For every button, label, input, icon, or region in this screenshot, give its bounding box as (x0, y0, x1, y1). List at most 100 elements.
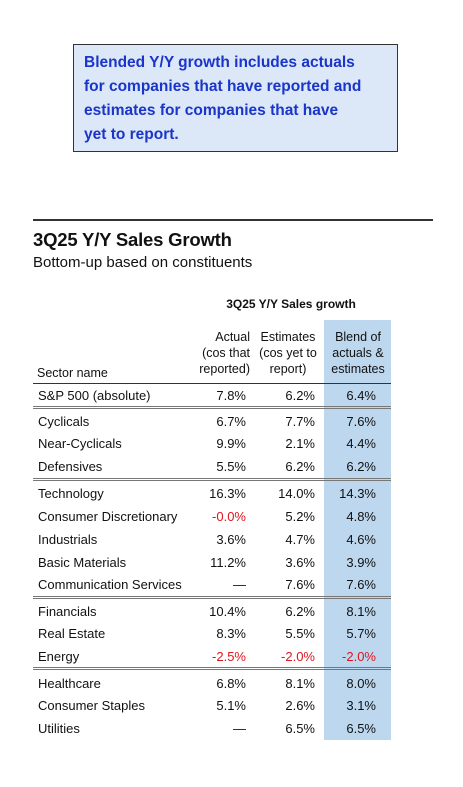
callout-line: Blended Y/Y growth includes actuals (84, 54, 355, 71)
table-row: Basic Materials 11.2% 3.6% 3.9% (0, 551, 463, 573)
blend-value-cell: 6.4% (346, 388, 376, 403)
actual-value-cell: 9.9% (216, 436, 246, 451)
actual-column-header: Actual (cos that reported) (186, 329, 250, 377)
blend-value-cell: 7.6% (346, 414, 376, 429)
estimates-value-cell: 8.1% (285, 676, 315, 691)
table-row: Industrials 3.6% 4.7% 4.6% (0, 528, 463, 550)
estimates-value-cell: 6.2% (285, 459, 315, 474)
actual-value-cell: 16.3% (209, 486, 246, 501)
header-line: estimates (331, 362, 385, 376)
header-line: actuals & (332, 346, 384, 360)
estimates-value-cell: 7.6% (285, 577, 315, 592)
actual-value-cell: 5.5% (216, 459, 246, 474)
table-row: Consumer Staples 5.1% 2.6% 3.1% (0, 694, 463, 716)
actual-value-cell: 3.6% (216, 532, 246, 547)
actual-value-cell: 6.8% (216, 676, 246, 691)
estimates-value-cell: 6.2% (285, 388, 315, 403)
table-row: Energy -2.5% -2.0% -2.0% (0, 645, 463, 667)
sector-name-cell: Near-Cyclicals (38, 436, 122, 451)
sector-name-cell: Industrials (38, 532, 98, 547)
chart-subtitle: Bottom-up based on constituents (33, 254, 253, 271)
group-separator (33, 596, 391, 599)
actual-value-cell: 5.1% (216, 698, 246, 713)
blend-value-cell: 4.8% (346, 509, 376, 524)
blend-value-cell: 4.4% (346, 436, 376, 451)
estimates-value-cell: 2.1% (285, 436, 315, 451)
header-line: (cos yet to (259, 346, 317, 360)
header-line: (cos that (202, 346, 250, 360)
callout-line: for companies that have reported and (84, 78, 362, 95)
blend-column-highlight (324, 320, 391, 740)
header-line: Estimates (260, 330, 316, 344)
estimates-value-cell: 5.5% (285, 626, 315, 641)
blend-value-cell: 4.6% (346, 532, 376, 547)
blend-column-header: Blend of actuals & estimates (326, 329, 390, 377)
actual-value-cell: — (233, 721, 246, 736)
blend-value-cell: 3.9% (346, 555, 376, 570)
table-row: Consumer Discretionary -0.0% 5.2% 4.8% (0, 505, 463, 527)
actual-value-cell: 11.2% (210, 555, 246, 570)
actual-value-cell: 10.4% (209, 604, 246, 619)
group-separator (33, 406, 391, 409)
table-row: Technology 16.3% 14.0% 14.3% (0, 482, 463, 504)
blend-value-cell: 6.5% (346, 721, 376, 736)
table-row: Near-Cyclicals 9.9% 2.1% 4.4% (0, 432, 463, 454)
header-line: Blend of (335, 330, 381, 344)
sector-name-cell: Utilities (38, 721, 80, 736)
estimates-value-cell: 2.6% (285, 698, 315, 713)
sector-column-header: Sector name (37, 366, 108, 380)
header-line: report) (269, 362, 307, 376)
table-row: S&P 500 (absolute) 7.8% 6.2% 6.4% (0, 384, 463, 406)
callout-line: estimates for companies that have (84, 102, 339, 119)
blend-value-cell: 6.2% (346, 459, 376, 474)
header-line: reported) (199, 362, 250, 376)
blend-value-cell: 8.1% (346, 604, 376, 619)
table-row: Cyclicals 6.7% 7.7% 7.6% (0, 410, 463, 432)
sector-name-cell: Financials (38, 604, 97, 619)
sector-name-cell: Communication Services (38, 577, 182, 592)
blend-value-cell: 8.0% (346, 676, 376, 691)
sector-name-cell: Energy (38, 649, 80, 664)
estimates-value-cell: 6.5% (285, 721, 315, 736)
estimates-value-cell: 7.7% (285, 414, 315, 429)
table-row: Real Estate 8.3% 5.5% 5.7% (0, 622, 463, 644)
callout-note: Blended Y/Y growth includes actuals for … (73, 44, 398, 152)
sector-name-cell: Defensives (38, 459, 103, 474)
title-rule (33, 219, 433, 221)
header-rule (33, 383, 391, 384)
sector-name-cell: Basic Materials (38, 555, 127, 570)
estimates-value-cell: 6.2% (285, 604, 315, 619)
chart-title: 3Q25 Y/Y Sales Growth (33, 229, 232, 250)
group-separator (33, 667, 391, 670)
sector-name-cell: Technology (38, 486, 104, 501)
callout-line: yet to report. (84, 126, 179, 143)
actual-value-cell: -0.0% (212, 509, 246, 524)
sector-name-cell: Healthcare (38, 676, 101, 691)
table-row: Healthcare 6.8% 8.1% 8.0% (0, 672, 463, 694)
table-row: Financials 10.4% 6.2% 8.1% (0, 600, 463, 622)
actual-value-cell: 6.7% (216, 414, 246, 429)
estimates-value-cell: -2.0% (281, 649, 315, 664)
estimates-value-cell: 3.6% (285, 555, 315, 570)
blend-value-cell: 14.3% (339, 486, 376, 501)
actual-value-cell: -2.5% (212, 649, 246, 664)
table-row: Defensives 5.5% 6.2% 6.2% (0, 455, 463, 477)
sector-name-cell: Real Estate (38, 626, 106, 641)
table-row: Utilities — 6.5% 6.5% (0, 717, 463, 739)
estimates-value-cell: 14.0% (278, 486, 315, 501)
estimates-column-header: Estimates (cos yet to report) (253, 329, 323, 377)
group-separator (33, 478, 391, 481)
blend-value-cell: 3.1% (346, 698, 376, 713)
group-header: 3Q25 Y/Y Sales growth (226, 297, 356, 311)
actual-value-cell: 7.8% (216, 388, 246, 403)
estimates-value-cell: 5.2% (285, 509, 315, 524)
sector-name-cell: S&P 500 (absolute) (38, 388, 151, 403)
header-line: Actual (215, 330, 250, 344)
blend-value-cell: -2.0% (342, 649, 376, 664)
sector-name-cell: Cyclicals (38, 414, 90, 429)
sector-name-cell: Consumer Staples (38, 698, 145, 713)
sector-name-cell: Consumer Discretionary (38, 509, 178, 524)
actual-value-cell: 8.3% (216, 626, 246, 641)
estimates-value-cell: 4.7% (285, 532, 315, 547)
blend-value-cell: 7.6% (346, 577, 376, 592)
